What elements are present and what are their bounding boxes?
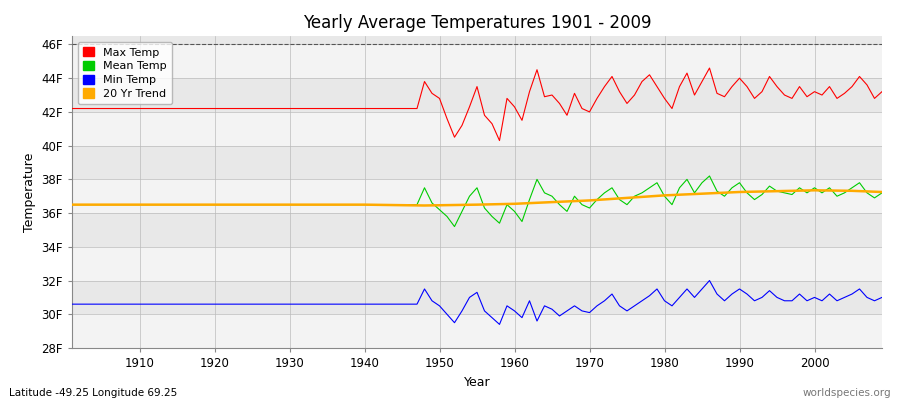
Title: Yearly Average Temperatures 1901 - 2009: Yearly Average Temperatures 1901 - 2009 [302,14,652,32]
Bar [72,314,882,348]
Text: worldspecies.org: worldspecies.org [803,388,891,398]
Text: Latitude -49.25 Longitude 69.25: Latitude -49.25 Longitude 69.25 [9,388,177,398]
Legend: Max Temp, Mean Temp, Min Temp, 20 Yr Trend: Max Temp, Mean Temp, Min Temp, 20 Yr Tre… [77,42,172,104]
Y-axis label: Temperature: Temperature [22,152,36,232]
Bar [72,112,882,146]
Bar [72,247,882,280]
X-axis label: Year: Year [464,376,490,388]
Bar [72,44,882,78]
Bar [72,179,882,213]
